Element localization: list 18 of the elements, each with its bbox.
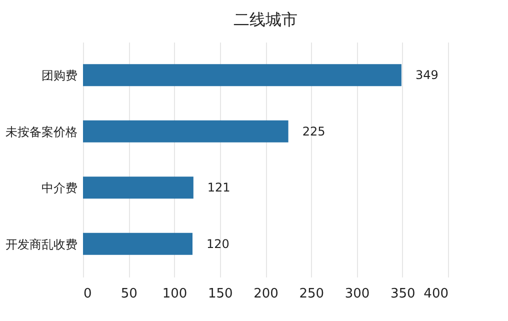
x-tick-label: 50 <box>120 286 138 302</box>
x-tick-label: 350 <box>390 286 416 302</box>
data-label: 120 <box>206 236 230 251</box>
x-tick-label: 0 <box>84 286 92 302</box>
x-tick-label: 150 <box>208 286 233 302</box>
data-label: 349 <box>415 68 438 82</box>
x-tick-label: 200 <box>254 286 278 302</box>
x-tick-label: 400 <box>424 286 448 302</box>
y-tick-label: 未按备案价格 <box>6 124 78 139</box>
x-tick-label: 250 <box>299 286 324 302</box>
y-tick-label: 团购费 <box>42 68 78 83</box>
y-tick-label: 中介费 <box>42 181 78 196</box>
chart-title: 二线城市 <box>234 10 298 29</box>
x-tick-label: 300 <box>344 286 370 302</box>
data-label: 121 <box>207 180 230 195</box>
x-tick-label: 100 <box>162 286 188 302</box>
y-tick-label: 开发商乱收费 <box>6 237 78 252</box>
data-label: 225 <box>302 124 326 138</box>
